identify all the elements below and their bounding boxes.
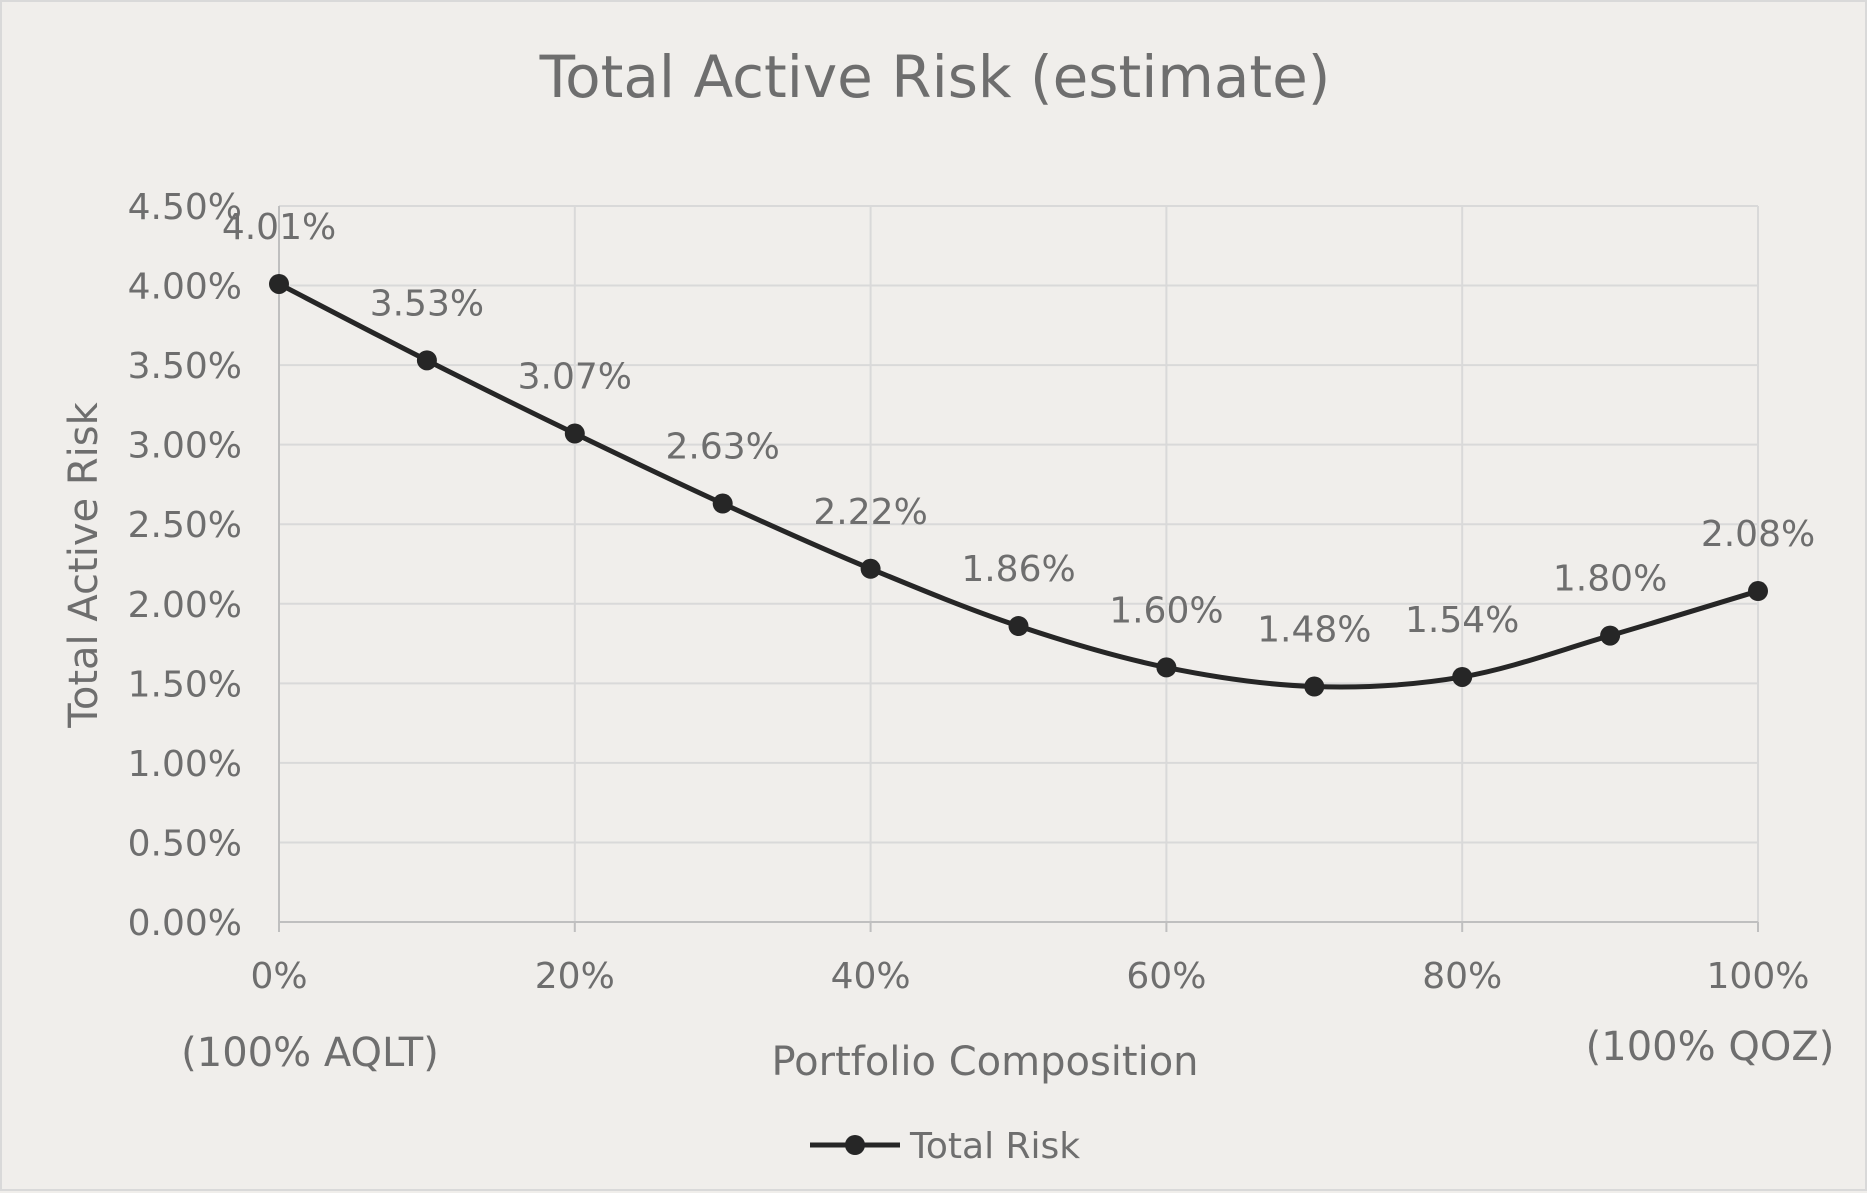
x-end-annotation-right: (100% QOZ) <box>1586 1024 1835 1070</box>
x-tick-label: 20% <box>535 956 615 997</box>
y-tick-label: 1.00% <box>128 744 242 785</box>
legend-label: Total Risk <box>909 1126 1080 1167</box>
data-point <box>1600 625 1621 646</box>
y-tick-label: 2.00% <box>128 585 242 626</box>
data-point <box>1156 657 1177 678</box>
y-tick-label: 0.00% <box>128 903 242 944</box>
data-label: 2.22% <box>813 492 927 533</box>
data-label: 2.63% <box>666 427 780 468</box>
grid <box>279 205 1759 922</box>
y-tick-label: 3.00% <box>128 426 242 467</box>
data-label: 3.53% <box>370 283 484 324</box>
x-tick-label: 40% <box>831 956 911 997</box>
x-axis-label: Portfolio Composition <box>771 1039 1198 1085</box>
y-tick-label: 4.00% <box>128 267 242 308</box>
data-label: 1.60% <box>1109 590 1223 631</box>
data-point <box>416 350 437 371</box>
x-end-annotation-left: (100% AQLT) <box>181 1030 439 1076</box>
y-tick-label: 4.50% <box>128 187 242 228</box>
x-tick-label: 0% <box>250 956 307 997</box>
legend: Total Risk <box>810 1126 1080 1167</box>
data-label: 3.07% <box>518 357 632 398</box>
y-tick-label: 2.50% <box>128 505 242 546</box>
data-label: 1.86% <box>961 549 1075 590</box>
data-label: 1.80% <box>1553 559 1667 600</box>
data-label: 1.54% <box>1405 600 1519 641</box>
data-labels: 4.01% 3.53% 3.07% 2.63% 2.22% 1.86% 1.60% 1.48%… <box>222 207 1815 651</box>
data-point <box>269 273 289 294</box>
series-layer <box>269 273 1768 697</box>
data-point <box>1748 581 1768 602</box>
data-label: 4.01% <box>222 207 336 248</box>
data-label: 2.08% <box>1701 514 1815 555</box>
axes: 0.00% 0.50% 1.00% 1.50% 2.00% 2.50% 3.00% 3.50%… <box>128 187 1810 997</box>
data-label: 1.48% <box>1257 610 1371 651</box>
chart-title: Total Active Risk (estimate) <box>539 43 1331 111</box>
legend-dot-marker <box>845 1135 865 1155</box>
y-tick-label: 3.50% <box>128 346 242 387</box>
x-tick-label: 100% <box>1707 956 1810 997</box>
data-point <box>564 423 585 444</box>
data-point <box>860 558 881 579</box>
y-axis-label: Total Active Risk <box>61 401 107 728</box>
data-point <box>1304 676 1325 697</box>
y-tick-label: 1.50% <box>128 664 242 705</box>
y-tick-label: 0.50% <box>128 823 242 864</box>
data-point <box>1008 616 1029 637</box>
x-tick-label: 80% <box>1422 956 1502 997</box>
x-tick-label: 60% <box>1126 956 1206 997</box>
data-point <box>712 493 733 514</box>
data-point <box>1452 666 1473 687</box>
